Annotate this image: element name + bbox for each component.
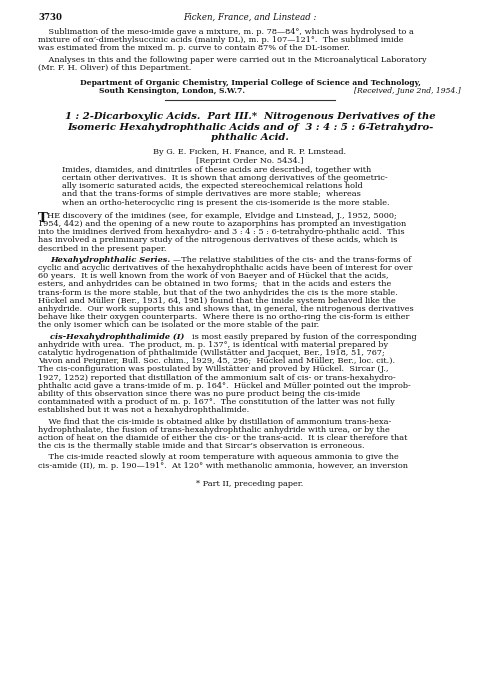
Text: esters, and anhydrides can be obtained in two forms;  that in the acids and este: esters, and anhydrides can be obtained i… [38, 280, 391, 289]
Text: catalytic hydrogenation of phthalimide (Willstätter and Jacquet, Ber., 1918, 51,: catalytic hydrogenation of phthalimide (… [38, 349, 385, 357]
Text: Hückel and Müller (Ber., 1931, 64, 1981) found that the imide system behaved lik: Hückel and Müller (Ber., 1931, 64, 1981)… [38, 297, 396, 305]
Text: trans-form is the more stable, but that of the two anhydrides the cis is the mor: trans-form is the more stable, but that … [38, 289, 398, 296]
Text: when an ortho-heterocyclic ring is present the cis-isomeride is the more stable.: when an ortho-heterocyclic ring is prese… [62, 198, 390, 207]
Text: hydrophthalate, the fusion of trans-hexahydrophthalic anhydride with urea, or by: hydrophthalate, the fusion of trans-hexa… [38, 426, 390, 434]
Text: is most easily prepared by fusion of the corresponding: is most easily prepared by fusion of the… [192, 333, 416, 341]
Text: contaminated with a product of m. p. 167°.  The constitution of the latter was n: contaminated with a product of m. p. 167… [38, 398, 395, 406]
Text: action of heat on the diamide of either the cis- or the trans-acid.  It is clear: action of heat on the diamide of either … [38, 434, 408, 442]
Text: ability of this observation since there was no pure product being the cis-imide: ability of this observation since there … [38, 390, 360, 398]
Text: certain other derivatives.  It is shown that among derivatives of the geometric-: certain other derivatives. It is shown t… [62, 174, 388, 182]
Text: into the imidines derived from hexahydro- and 3 : 4 : 5 : 6-tetrahydro-phthalic : into the imidines derived from hexahydro… [38, 228, 405, 237]
Text: Ficken, France, and Linstead :: Ficken, France, and Linstead : [184, 13, 316, 22]
Text: phthalic acid gave a trans-imide of m. p. 164°.  Hückel and Müller pointed out t: phthalic acid gave a trans-imide of m. p… [38, 382, 411, 390]
Text: anhydride with urea.  The product, m. p. 137°, is identical with material prepar: anhydride with urea. The product, m. p. … [38, 341, 388, 349]
Text: 1 : 2-Dicarboxylic Acids.  Part III.*  Nitrogenous Derivatives of the: 1 : 2-Dicarboxylic Acids. Part III.* Nit… [64, 112, 436, 121]
Text: and that the trans-forms of simple derivatives are more stable;  whereas: and that the trans-forms of simple deriv… [62, 191, 361, 198]
Text: cyclic and acyclic derivatives of the hexahydrophthalic acids have been of inter: cyclic and acyclic derivatives of the he… [38, 264, 412, 272]
Text: 3730: 3730 [38, 13, 62, 22]
Text: Imides, diamides, and dinitriles of these acids are described, together with: Imides, diamides, and dinitriles of thes… [62, 166, 371, 174]
Text: The cis-configuration was postulated by Willstätter and proved by Hückel.  Sirca: The cis-configuration was postulated by … [38, 365, 389, 374]
Text: Analyses in this and the following paper were carried out in the Microanalytical: Analyses in this and the following paper… [38, 56, 426, 63]
Text: anhydride.  Our work supports this and shows that, in general, the nitrogenous d: anhydride. Our work supports this and sh… [38, 305, 414, 313]
Text: HE discovery of the imidines (see, for example, Elvidge and Linstead, J., 1952, : HE discovery of the imidines (see, for e… [47, 212, 397, 220]
Text: behave like their oxygen counterparts.  Where there is no ortho-ring the cis-for: behave like their oxygen counterparts. W… [38, 313, 410, 322]
Text: We find that the cis-imide is obtained alike by distillation of ammonium trans-h: We find that the cis-imide is obtained a… [38, 418, 391, 426]
Text: Hexahydrophthalic Series.: Hexahydrophthalic Series. [50, 256, 170, 264]
Text: South Kensington, London, S.W.7.: South Kensington, London, S.W.7. [99, 87, 245, 95]
Text: By G. E. Fɪcken, H. Fʀance, and R. P. Lɪnstead.: By G. E. Fɪcken, H. Fʀance, and R. P. Lɪ… [154, 148, 346, 155]
Text: Department of Organic Chemistry, Imperial College of Science and Technology,: Department of Organic Chemistry, Imperia… [80, 79, 420, 87]
Text: Sublimation of the meso-imide gave a mixture, m. p. 78—84°, which was hydrolysed: Sublimation of the meso-imide gave a mix… [38, 28, 414, 36]
Text: mixture of αα′-dimethylsuccinic acids (mainly DL), m. p. 107—121°.  The sublimed: mixture of αα′-dimethylsuccinic acids (m… [38, 36, 404, 45]
Text: 1954, 442) and the opening of a new route to azaporphins has prompted an investi: 1954, 442) and the opening of a new rout… [38, 220, 406, 228]
Text: Isomeric Hexahydrophthalic Acids and of  3 : 4 : 5 : 6-Tetrahydro-: Isomeric Hexahydrophthalic Acids and of … [67, 122, 433, 132]
Text: (Mr. F. H. Oliver) of this Department.: (Mr. F. H. Oliver) of this Department. [38, 64, 192, 72]
Text: has involved a preliminary study of the nitrogenous derivatives of these acids, : has involved a preliminary study of the … [38, 237, 398, 244]
Text: [Reprint Order No. 5434.]: [Reprint Order No. 5434.] [196, 157, 304, 165]
Text: Vavon and Peignier, Bull. Soc. chim., 1929, 45, 296;  Hückel and Müller, Ber., l: Vavon and Peignier, Bull. Soc. chim., 19… [38, 357, 395, 365]
Text: was estimated from the mixed m. p. curve to contain 87% of the DL-isomer.: was estimated from the mixed m. p. curve… [38, 45, 350, 52]
Text: The cis-imide reacted slowly at room temperature with aqueous ammonia to give th: The cis-imide reacted slowly at room tem… [38, 454, 399, 461]
Text: ally isomeric saturated acids, the expected stereochemical relations hold: ally isomeric saturated acids, the expec… [62, 182, 362, 190]
Text: 1927, 1252) reported that distillation of the ammonium salt of cis- or trans-hex: 1927, 1252) reported that distillation o… [38, 374, 396, 381]
Text: T: T [38, 212, 48, 225]
Text: cis-Hexahydrophthalimide (I): cis-Hexahydrophthalimide (I) [50, 333, 184, 341]
Text: [Received, June 2nd, 1954.]: [Received, June 2nd, 1954.] [354, 87, 461, 95]
Text: * Part II, preceding paper.: * Part II, preceding paper. [196, 480, 304, 488]
Text: established but it was not a hexahydrophthalimide.: established but it was not a hexahydroph… [38, 406, 249, 415]
Text: the cis is the thermally stable imide and that Sircar’s observation is erroneous: the cis is the thermally stable imide an… [38, 442, 364, 450]
Text: cis-amide (II), m. p. 190—191°.  At 120° with methanolic ammonia, however, an in: cis-amide (II), m. p. 190—191°. At 120° … [38, 461, 408, 470]
Text: —The relative stabilities of the cis- and the trans-forms of: —The relative stabilities of the cis- an… [173, 256, 411, 264]
Text: described in the present paper.: described in the present paper. [38, 245, 166, 253]
Text: the only isomer which can be isolated or the more stable of the pair.: the only isomer which can be isolated or… [38, 322, 320, 329]
Text: phthalic Acid.: phthalic Acid. [211, 133, 289, 142]
Text: 60 years.  It is well known from the work of von Baeyer and of Hückel that the a: 60 years. It is well known from the work… [38, 272, 389, 280]
